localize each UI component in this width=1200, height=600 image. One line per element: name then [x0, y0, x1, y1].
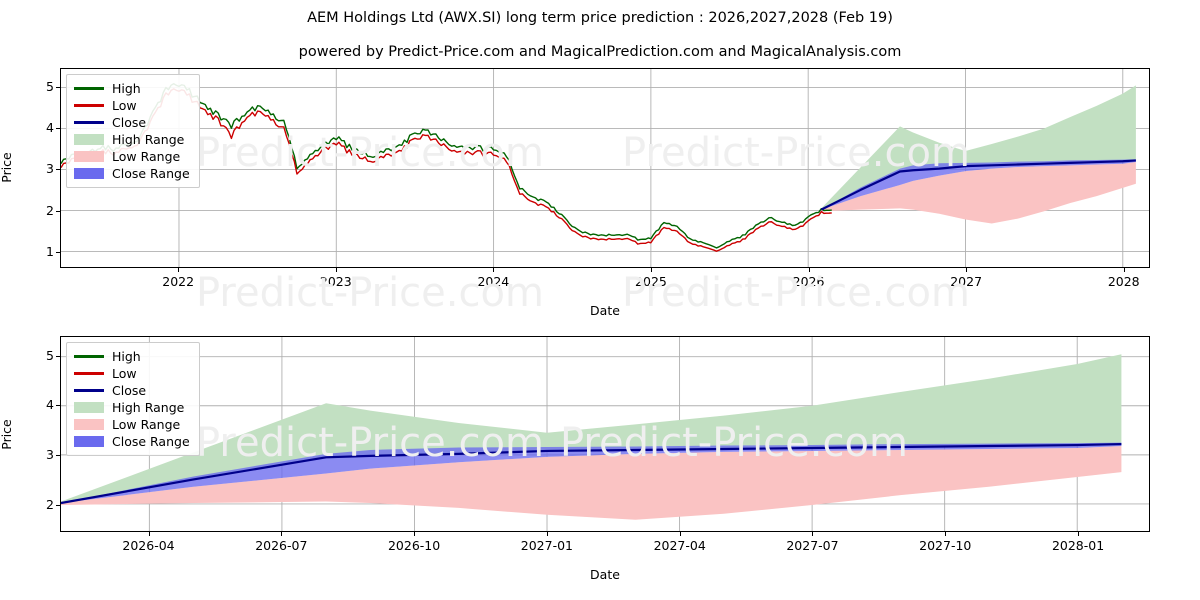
legend-swatch-icon: [74, 355, 104, 358]
x-tick-mark: [812, 532, 814, 536]
legend-bottom: High Low Close High Range Low Range Close Ran…: [66, 342, 200, 456]
legend-item-close: Close: [74, 382, 190, 399]
legend-label: High: [112, 81, 141, 96]
legend-label: High Range: [112, 400, 185, 415]
legend-label: Close Range: [112, 434, 190, 449]
x-tick-mark: [148, 532, 150, 536]
x-tick-mark: [945, 532, 947, 536]
x-tick-mark: [335, 268, 337, 272]
legend-item-low: Low: [74, 97, 190, 114]
x-tick-bot-6: 2027-10: [919, 538, 972, 553]
legend-swatch-icon: [74, 372, 104, 375]
legend-item-high-range: High Range: [74, 399, 190, 416]
x-axis-label-top: Date: [590, 303, 620, 318]
y-axis-label-top: Price: [0, 152, 14, 183]
x-tick-bot-5: 2027-07: [786, 538, 839, 553]
legend-swatch-icon: [74, 389, 104, 392]
legend-item-high: High: [74, 80, 190, 97]
legend-swatch-icon: [74, 87, 104, 90]
legend-label: Low: [112, 366, 137, 381]
x-tick-mark: [808, 268, 810, 272]
x-axis-label-bottom: Date: [590, 567, 620, 582]
legend-swatch-icon: [74, 419, 104, 430]
x-tick-top-3: 2025: [635, 274, 667, 289]
legend-item-low-range: Low Range: [74, 416, 190, 433]
x-tick-top-1: 2023: [319, 274, 352, 289]
legend-item-low: Low: [74, 365, 190, 382]
legend-swatch-icon: [74, 121, 104, 124]
x-tick-mark: [178, 268, 180, 272]
legend-swatch-icon: [74, 134, 104, 145]
page-title: AEM Holdings Ltd (AWX.SI) long term pric…: [307, 10, 893, 26]
x-tick-bot-2: 2026-10: [387, 538, 441, 553]
legend-label: Close: [112, 383, 147, 398]
y-tick-top-3: 3: [46, 161, 54, 177]
x-tick-bot-1: 2026-07: [255, 538, 308, 553]
y-tick-top-5: 5: [46, 78, 54, 94]
y-tick-bot-4: 4: [46, 397, 54, 413]
x-tick-mark: [650, 268, 652, 272]
legend-swatch-icon: [74, 436, 104, 447]
x-tick-mark: [1078, 532, 1080, 536]
legend-top: High Low Close High Range Low Range Close Ran…: [66, 74, 200, 188]
legend-swatch-icon: [74, 168, 104, 179]
x-tick-mark: [414, 532, 416, 536]
y-tick-bot-5: 5: [46, 347, 54, 363]
legend-label: Close Range: [112, 166, 190, 181]
page-subtitle: powered by Predict-Price.com and Magical…: [298, 44, 902, 60]
x-tick-mark: [281, 532, 283, 536]
x-tick-mark: [679, 532, 681, 536]
x-tick-top-0: 2022: [162, 274, 195, 289]
x-tick-top-5: 2027: [950, 274, 983, 289]
x-tick-top-2: 2024: [477, 274, 510, 289]
legend-item-low-range: Low Range: [74, 148, 190, 165]
legend-label: High: [112, 349, 141, 364]
y-tick-top-2: 2: [46, 202, 54, 218]
chart-top: [60, 68, 1150, 268]
legend-swatch-icon: [74, 104, 104, 107]
y-axis-label-bottom: Price: [0, 419, 14, 450]
x-tick-mark: [493, 268, 495, 272]
x-tick-bot-4: 2027-04: [653, 538, 706, 553]
legend-item-high-range: High Range: [74, 131, 190, 148]
legend-swatch-icon: [74, 151, 104, 162]
y-tick-bot-2: 2: [46, 496, 54, 512]
legend-swatch-icon: [74, 402, 104, 413]
legend-item-close: Close: [74, 114, 190, 131]
legend-item-high: High: [74, 348, 190, 365]
chart-bottom: [60, 336, 1150, 532]
legend-label: Close: [112, 115, 147, 130]
x-tick-top-6: 2028: [1107, 274, 1140, 289]
legend-item-close-range: Close Range: [74, 433, 190, 450]
legend-label: Low Range: [112, 417, 181, 432]
legend-label: Low: [112, 98, 137, 113]
y-tick-top-1: 1: [46, 244, 54, 260]
x-tick-bot-0: 2026-04: [122, 538, 175, 553]
y-tick-top-4: 4: [46, 120, 54, 136]
chart-top-canvas: [61, 69, 1149, 267]
y-tick-bot-3: 3: [46, 447, 54, 463]
legend-item-close-range: Close Range: [74, 165, 190, 182]
x-tick-mark: [966, 268, 968, 272]
x-tick-top-4: 2026: [792, 274, 825, 289]
chart-bottom-canvas: [61, 337, 1149, 531]
x-tick-bot-3: 2027-01: [520, 538, 574, 553]
x-tick-mark: [1123, 268, 1125, 272]
legend-label: High Range: [112, 132, 185, 147]
x-tick-bot-7: 2028-01: [1051, 538, 1105, 553]
x-tick-mark: [546, 532, 548, 536]
legend-label: Low Range: [112, 149, 181, 164]
